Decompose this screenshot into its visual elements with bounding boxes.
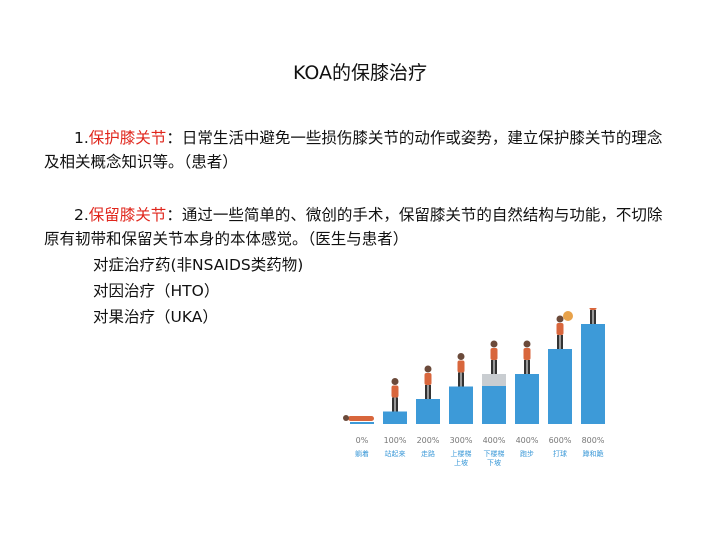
figure-body — [589, 308, 597, 310]
category-label: 下楼梯 — [484, 449, 505, 458]
bar-6 — [548, 349, 572, 424]
page-title: KOA的保膝治疗 — [292, 62, 428, 84]
bar-7 — [581, 324, 605, 424]
bar-1 — [383, 411, 407, 424]
tick-label: 400% — [483, 436, 506, 445]
figure-head — [490, 340, 498, 348]
ball-icon — [563, 311, 573, 321]
figure-leg — [425, 385, 428, 399]
figure-head — [424, 365, 432, 373]
category-label: 蹲和跪 — [583, 449, 604, 458]
figure-leg — [458, 372, 461, 387]
figure-head — [457, 353, 465, 360]
figure-leg — [428, 385, 431, 399]
figure-body — [391, 385, 399, 398]
figure-leg — [524, 360, 527, 374]
category-label: 上楼梯 — [451, 449, 472, 458]
figure-head — [343, 415, 349, 421]
figure-leg — [527, 360, 530, 374]
sub-item-2: 对因治疗（HTO） — [93, 282, 220, 300]
item2-number: 2. — [74, 206, 89, 224]
figure-leg — [590, 310, 593, 324]
figure-leg — [494, 360, 497, 374]
figure-leg — [491, 360, 494, 374]
sub-item-3: 对果治疗（UKA） — [93, 308, 218, 326]
tick-label: 600% — [549, 436, 572, 445]
bar-overlay — [482, 374, 506, 386]
category-label: 躺着 — [355, 449, 369, 458]
figure-leg — [557, 335, 560, 349]
figure-head — [523, 340, 531, 348]
category-label: 上坡 — [454, 458, 468, 467]
bar-5 — [515, 374, 539, 424]
figure-leg — [593, 310, 596, 324]
category-label: 下坡 — [487, 458, 501, 467]
tick-label: 0% — [356, 436, 369, 445]
tick-label: 100% — [384, 436, 407, 445]
tick-label: 400% — [516, 436, 539, 445]
figure-leg — [461, 372, 464, 387]
item2-text: ：通过一些简单的、微创的手术，保留膝关节的自然结构与功能，不切除原有韧带和保留关… — [44, 206, 663, 248]
item1-term: 保护膝关节 — [88, 129, 167, 147]
figure-leg — [395, 397, 398, 412]
figure-lying — [348, 416, 374, 421]
item1-text: ：日常生活中避免一些损伤膝关节的动作或姿势，建立保护膝关节的理念及相关概念知识等… — [44, 129, 663, 171]
bar-0 — [350, 422, 374, 424]
figure-body — [424, 373, 432, 385]
sub-item-1: 对症治疗药(非NSAIDS类药物) — [93, 256, 304, 274]
tick-label: 800% — [582, 436, 605, 445]
tick-label: 200% — [417, 436, 440, 445]
figure-body — [523, 348, 531, 360]
item2-term: 保留膝关节 — [88, 206, 167, 224]
figure-leg — [560, 335, 563, 349]
figure-body — [556, 323, 564, 335]
paragraph-2: 2.保留膝关节：通过一些简单的、微创的手术，保留膝关节的自然结构与功能，不切除原… — [44, 203, 674, 251]
bar-3 — [449, 386, 473, 424]
category-label: 打球 — [553, 449, 567, 458]
figure-head — [391, 378, 399, 385]
category-label: 跑步 — [520, 449, 534, 458]
item1-number: 1. — [74, 129, 89, 147]
figure-body — [490, 348, 498, 360]
figure-leg — [392, 397, 395, 412]
figure-head — [556, 315, 564, 323]
paragraph-1: 1.保护膝关节：日常生活中避免一些损伤膝关节的动作或姿势，建立保护膝关节的理念及… — [44, 126, 674, 174]
tick-label: 300% — [450, 436, 473, 445]
figure-body — [457, 360, 465, 373]
category-label: 站起来 — [385, 449, 406, 458]
category-label: 走路 — [421, 449, 435, 458]
bar-2 — [416, 399, 440, 424]
